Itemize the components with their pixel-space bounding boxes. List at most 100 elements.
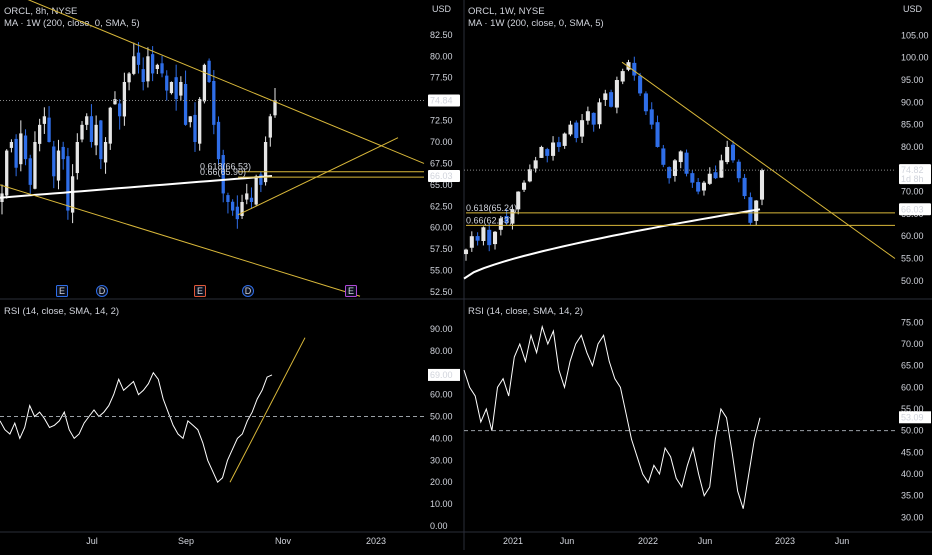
candle-body: [638, 75, 643, 94]
candle-body: [113, 99, 117, 105]
candle-body: [198, 99, 202, 144]
dividend-marker-icon[interactable]: [96, 285, 108, 297]
fib-levels[interactable]: 0.618(65.24) 0.66(62.43): [466, 203, 895, 226]
price-tick-label: 100.00: [901, 53, 929, 63]
event-marker-glyph: D: [245, 286, 252, 296]
support-trendline[interactable]: [0, 184, 361, 297]
candle-body: [85, 116, 89, 125]
right-chart-panel[interactable]: 105.00 100.00 95.00 90.00 85.00 80.00 75.00 70.…: [463, 4, 931, 546]
time-axis[interactable]: Jul Sep Nov 2023: [86, 536, 386, 546]
candle-body: [487, 229, 492, 246]
candle-body: [492, 231, 498, 245]
resistance-trendline[interactable]: [621, 61, 896, 259]
candle-body: [713, 172, 718, 179]
candle-body: [118, 103, 122, 117]
candle-body: [108, 107, 112, 144]
time-tick-label: 2021: [503, 536, 523, 546]
candle-body: [207, 60, 211, 82]
rsi-value-badge: 53.09: [901, 412, 924, 422]
rsi-tick-label: 0.00: [430, 521, 448, 531]
candle-body: [263, 142, 268, 183]
trendlines[interactable]: [621, 61, 896, 259]
candle-body: [19, 133, 23, 165]
candle-body: [522, 182, 527, 190]
candle-body: [75, 142, 79, 174]
rsi-title: RSI (14, close, SMA, 14, 2): [468, 306, 583, 317]
candle-body: [226, 195, 230, 202]
candle-body: [5, 150, 9, 196]
rsi-axis[interactable]: 75.00 70.00 65.00 60.00 55.00 50.00 45.00 40.00…: [901, 317, 924, 522]
candle-body: [690, 173, 695, 183]
candle-body: [562, 133, 567, 146]
rsi-tick-label: 60.00: [901, 382, 924, 392]
event-marker-glyph: E: [59, 286, 65, 296]
time-tick-label: 2023: [366, 536, 386, 546]
candle-body: [533, 160, 538, 169]
earnings-marker-icon[interactable]: [56, 285, 68, 297]
candle-body: [678, 151, 683, 163]
candle-body: [245, 193, 249, 200]
candle-body: [23, 135, 28, 160]
candle-body: [80, 124, 84, 140]
time-axis[interactable]: 2021 Jun 2022 Jun 2023 Jun: [503, 536, 849, 546]
candle-body: [719, 160, 724, 178]
ma-value-badge-bg: [428, 170, 460, 183]
candles[interactable]: [463, 56, 765, 261]
fib-levels[interactable]: 0.618(66.53)0.66(65.90): [200, 162, 424, 178]
candle-body: [701, 182, 706, 191]
rsi-tick-label: 20.00: [430, 477, 453, 487]
price-tick-label: 90.00: [901, 97, 924, 107]
dividend-marker-icon[interactable]: [242, 285, 254, 297]
price-tick-label: 80.00: [901, 142, 924, 152]
candle-body: [47, 117, 51, 142]
resistance-trendline[interactable]: [20, 0, 425, 164]
candle-body: [160, 63, 164, 74]
candle-body: [556, 142, 561, 147]
trendlines[interactable]: [0, 0, 425, 297]
rising-trendline[interactable]: [237, 137, 399, 216]
rsi-tick-label: 55.00: [901, 404, 924, 414]
candle-body: [89, 116, 94, 142]
rsi-trendline[interactable]: [229, 337, 306, 483]
candle-body: [103, 142, 108, 163]
candle-body: [193, 114, 197, 142]
left-chart-panel[interactable]: 82.5080.0077.5075.0072.5070.0067.5065.00…: [0, 0, 460, 546]
countdown-label: 1d 8h: [901, 174, 924, 184]
last-price-badge: 74.82: [901, 165, 924, 175]
time-tick-label: Jul: [86, 536, 98, 546]
candle-body: [56, 150, 61, 181]
rsi-tick-label: 75.00: [901, 317, 924, 327]
candle-body: [585, 111, 590, 121]
earnings-marker-icon[interactable]: [194, 285, 206, 297]
candle-body: [268, 116, 272, 138]
candle-body: [551, 142, 556, 156]
rsi-tick-label: 65.00: [901, 361, 924, 371]
price-tick-label: 55.00: [430, 266, 453, 276]
candles[interactable]: [0, 42, 277, 229]
candle-body: [730, 144, 736, 161]
candle-body: [188, 116, 192, 123]
candle-body: [216, 121, 221, 160]
price-tick-label: 67.50: [430, 158, 453, 168]
candle-body: [259, 174, 263, 185]
candle-body: [527, 169, 532, 182]
candle-body: [568, 124, 573, 135]
candle-body: [597, 102, 602, 125]
candle-body: [759, 170, 765, 200]
candle-body: [574, 122, 579, 139]
candle-body: [510, 209, 515, 224]
ma-value-badge: 66.03: [901, 204, 924, 214]
price-tick-label: 50.00: [901, 276, 924, 286]
time-tick-label: Jun: [698, 536, 713, 546]
earnings-marker-icon[interactable]: [345, 285, 357, 297]
candle-body: [150, 54, 155, 74]
time-tick-label: Jun: [835, 536, 850, 546]
candle-body: [66, 156, 70, 211]
price-tick-label: 70.00: [901, 187, 924, 197]
candle-body: [249, 197, 254, 202]
candle-body: [614, 80, 619, 108]
